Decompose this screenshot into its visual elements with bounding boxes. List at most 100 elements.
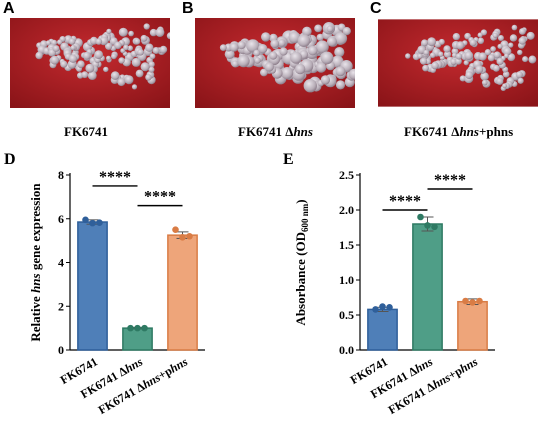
colony [137, 49, 144, 56]
bar [167, 234, 198, 351]
colony [103, 66, 109, 73]
colony [148, 66, 155, 73]
colony [316, 33, 324, 41]
colony [459, 75, 466, 82]
colony [518, 37, 527, 45]
colony [437, 51, 444, 57]
colony [320, 75, 331, 85]
colony [45, 40, 52, 46]
agar-plate-photo-c [378, 19, 538, 107]
chart-e-absorbance: E Absorbance (OD600 nm) 0.0 0.5 1.0 1.5 2.0 2.5… [283, 151, 495, 417]
caption-c: FK6741 Δhns+phns [404, 124, 514, 139]
colony [159, 45, 168, 54]
y-tick-label: 1.5 [339, 238, 354, 252]
agar-plate-photo-b [195, 18, 355, 108]
colony [297, 34, 311, 47]
colony [140, 34, 148, 42]
data-point [379, 303, 386, 310]
colony [316, 62, 327, 73]
colony [279, 47, 288, 56]
colony [106, 28, 112, 34]
colony [253, 49, 261, 57]
colony [260, 68, 268, 77]
data-point [134, 324, 141, 332]
data-point [431, 223, 438, 231]
colony [342, 27, 351, 36]
colony [528, 55, 537, 64]
colony [302, 26, 312, 37]
colony [443, 50, 452, 58]
y-tick-label: 2 [58, 299, 64, 313]
colony [464, 51, 474, 61]
data-point [386, 304, 393, 311]
colony [50, 55, 60, 65]
colony [320, 51, 334, 65]
colony [152, 47, 160, 54]
significance-label: **** [99, 169, 131, 186]
colony [487, 54, 495, 62]
colony [421, 39, 429, 47]
colony [303, 79, 317, 93]
colony [335, 80, 346, 90]
colony [270, 39, 280, 49]
colony [504, 53, 509, 59]
colony [334, 47, 345, 58]
colony [155, 28, 165, 37]
y-tick-label: 6 [58, 212, 64, 226]
panel-letter-b: B [182, 0, 194, 17]
colony [261, 32, 271, 42]
colony [224, 49, 235, 60]
colony [496, 57, 504, 66]
colony [124, 75, 134, 85]
colony [128, 30, 134, 37]
colony [135, 69, 144, 78]
colony [422, 64, 429, 72]
colony [481, 79, 488, 86]
colony [143, 23, 150, 30]
data-point [462, 297, 469, 305]
colony [497, 34, 504, 41]
colony [290, 51, 303, 64]
colony [451, 47, 459, 55]
y-tick-label: 1.0 [339, 273, 354, 287]
colony [326, 36, 337, 47]
colony [515, 71, 523, 79]
data-point [469, 299, 476, 306]
colony [145, 43, 154, 52]
colony [496, 77, 504, 86]
colony [258, 44, 268, 54]
colony [145, 74, 152, 81]
y-tick-label: 8 [58, 168, 64, 182]
colony [348, 68, 355, 80]
colony [443, 45, 451, 53]
colony [77, 60, 85, 68]
colony [118, 27, 128, 37]
colony [237, 54, 250, 68]
colony [431, 61, 439, 70]
colony [335, 66, 346, 77]
colony [106, 55, 111, 61]
colony [497, 43, 503, 49]
colony [315, 40, 329, 54]
colony [269, 51, 278, 60]
colony [264, 62, 274, 72]
colony [166, 32, 170, 40]
colony [508, 42, 514, 48]
colony [451, 52, 457, 58]
colony [465, 71, 474, 79]
colony [123, 44, 129, 51]
bar [412, 223, 443, 351]
colony [477, 37, 485, 45]
colony [246, 39, 260, 53]
colony [405, 53, 411, 59]
y-axis-label: Absorbance (OD600 nm) [293, 199, 310, 325]
colony [149, 28, 158, 37]
y-tick-label: 4 [58, 256, 64, 270]
data-point [186, 232, 193, 240]
data-point [127, 324, 134, 332]
colony [35, 51, 43, 60]
colony [231, 60, 239, 68]
panel-letter-c: C [370, 0, 382, 17]
colony [518, 28, 526, 35]
